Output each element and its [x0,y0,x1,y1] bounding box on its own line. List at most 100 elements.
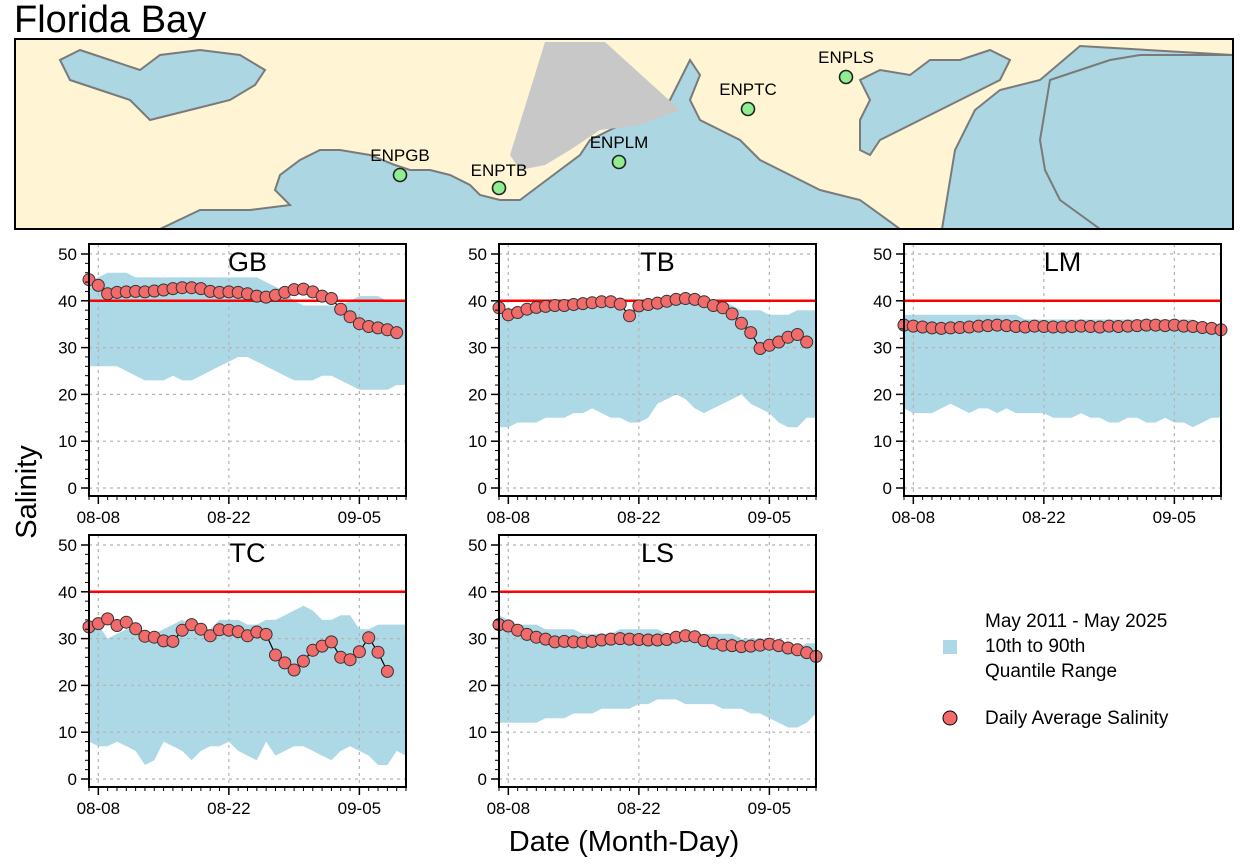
y-axis-label: Salinity [11,445,43,539]
data-point [390,326,404,340]
data-point [371,645,385,659]
station-label-enptb: ENPTB [471,161,528,180]
panel-tc: 0 10 20 30 40 50 08-08 08-22 09-05 TC [58,534,407,818]
data-point [324,635,338,649]
station-marker-enptb [491,180,507,196]
data-point [91,278,105,292]
y-tick-label: 30 [873,339,892,358]
x-tick-label: 08-08 [487,508,530,527]
panel-ls: 0 10 20 30 40 50 08-08 08-22 09-05 LS [468,534,823,818]
y-tick-label: 10 [873,432,892,451]
x-axis-label: Date (Month-Day) [508,826,740,858]
y-tick-label: 50 [468,536,487,555]
page-title: Florida Bay [14,0,207,41]
panel-title: TC [230,538,266,568]
data-point [343,310,357,324]
x-tick-label: 08-08 [892,508,935,527]
y-tick-label: 0 [883,479,892,498]
legend-quantile-line-3: Quantile Range [985,661,1117,682]
x-tick-label: 09-05 [748,799,791,818]
y-tick-label: 20 [58,385,77,404]
legend-daily-label: Daily Average Salinity [985,708,1169,729]
legend-quantile-line-1: May 2011 - May 2025 [985,611,1167,632]
quantile-band [904,314,1221,428]
data-point [362,631,376,645]
y-tick-label: 40 [873,292,892,311]
map-gray-region [510,42,680,170]
panel-title: GB [228,247,267,277]
station-label-enplm: ENPLM [590,133,649,152]
data-point [269,648,282,662]
y-tick-label: 0 [478,770,487,789]
data-point [296,654,310,668]
y-tick-label: 10 [468,432,487,451]
data-point [175,623,189,637]
legend-point-swatch [942,710,958,726]
y-tick-label: 40 [58,292,77,311]
panel-title: LM [1044,247,1082,277]
y-tick-label: 10 [468,723,487,742]
x-tick-label: 08-08 [77,508,120,527]
data-point [725,307,739,321]
x-tick-label: 08-22 [207,799,250,818]
x-tick-label: 08-22 [617,508,660,527]
y-tick-label: 40 [58,583,77,602]
y-tick-label: 20 [468,385,487,404]
y-tick-label: 50 [873,245,892,264]
data-point [194,622,208,636]
y-tick-label: 50 [468,245,487,264]
x-tick-label: 08-08 [487,799,530,818]
station-label-enptc: ENPTC [719,80,777,99]
y-tick-label: 20 [58,676,77,695]
y-tick-label: 30 [468,339,487,358]
y-tick-label: 0 [478,479,487,498]
y-tick-label: 0 [68,479,77,498]
station-marker-enptc [740,101,756,117]
x-tick-label: 09-05 [338,508,381,527]
data-point [334,302,348,316]
y-tick-label: 30 [58,630,77,649]
x-tick-label: 09-05 [1153,508,1196,527]
y-tick-label: 30 [468,630,487,649]
quantile-band [499,296,816,428]
data-point [203,629,217,643]
y-tick-label: 20 [873,385,892,404]
data-point [790,328,804,341]
station-label-enpls: ENPLS [818,48,874,67]
map-land [14,38,1234,230]
station-marker-enplm [611,154,627,170]
data-point [324,292,338,305]
data-point [613,297,627,311]
legend-quantile-line-2: 10th to 90th [985,636,1085,657]
legend-band-swatch [943,640,957,654]
x-tick-label: 09-05 [338,799,381,818]
y-tick-label: 50 [58,536,77,555]
data-point [716,301,730,315]
legend: May 2011 - May 2025 10th to 90th Quantil… [942,611,1169,729]
data-point [101,612,115,626]
panel-gb: 0 10 20 30 40 50 08-08 08-22 09-05 GB [58,243,407,527]
y-tick-label: 0 [68,770,77,789]
y-tick-label: 10 [58,723,77,742]
y-tick-label: 10 [58,432,77,451]
station-marker-enpgb [392,167,408,183]
data-point [278,656,292,670]
y-tick-label: 30 [58,339,77,358]
data-point [287,663,301,677]
data-point [119,615,133,629]
florida-bay-map: ENPGB ENPTB ENPLM ENPTC ENPLS [14,38,1234,230]
y-tick-label: 50 [58,245,77,264]
data-point [800,335,814,349]
x-tick-label: 08-22 [207,508,250,527]
panel-title: TB [640,247,675,277]
data-point [352,645,366,659]
x-tick-label: 08-22 [1022,508,1065,527]
x-tick-label: 09-05 [748,508,791,527]
data-point [623,309,636,323]
data-point [259,627,273,641]
panel-lm: 0 10 20 30 40 50 08-08 08-22 09-05 LM [873,243,1228,527]
data-point [343,653,357,667]
y-tick-label: 20 [468,676,487,695]
